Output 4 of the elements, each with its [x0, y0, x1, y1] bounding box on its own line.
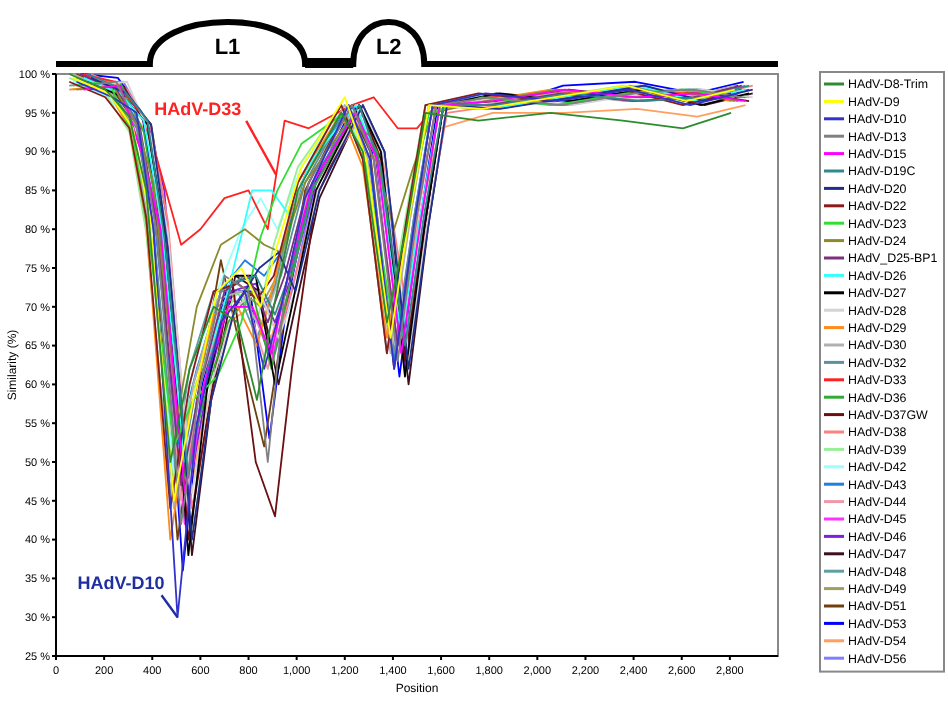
annotation: HAdV-D10	[77, 573, 165, 594]
text: L1	[214, 36, 241, 60]
annotation: HAdV-D33	[154, 98, 242, 119]
text: L2	[375, 36, 402, 60]
